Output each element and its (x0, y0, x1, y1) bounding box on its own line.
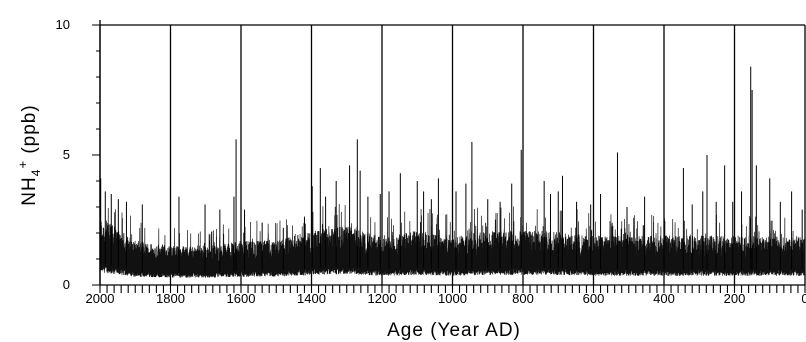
y-axis-title-base: NH (19, 176, 40, 205)
x-tick-label: 200 (724, 291, 746, 306)
x-tick-label: 1600 (227, 291, 256, 306)
x-tick-label: 600 (583, 291, 605, 306)
y-axis-title-subscript: 4 (29, 169, 43, 177)
y-tick-label: 0 (63, 277, 70, 292)
y-tick-label: 5 (63, 147, 70, 162)
x-tick-label: 1200 (368, 291, 397, 306)
x-tick-label: 1800 (156, 291, 185, 306)
x-axis-title: Age (Year AD) (387, 320, 521, 341)
nh4-data-trace (99, 66, 806, 278)
y-axis-title-unit: (ppb) (19, 104, 40, 160)
y-axis-title: NH4+ (ppb) (15, 104, 43, 205)
x-tick-label: 1000 (438, 291, 467, 306)
x-tick-label: 0 (801, 291, 806, 306)
x-tick-label: 400 (653, 291, 675, 306)
x-tick-label: 2000 (86, 291, 115, 306)
nh4-trace-line (99, 203, 806, 278)
y-tick-label: 10 (56, 17, 70, 32)
y-axis-title-superscript: + (15, 160, 30, 169)
chart-axes (92, 20, 806, 293)
x-tick-label: 800 (512, 291, 534, 306)
x-tick-label: 1400 (297, 291, 326, 306)
